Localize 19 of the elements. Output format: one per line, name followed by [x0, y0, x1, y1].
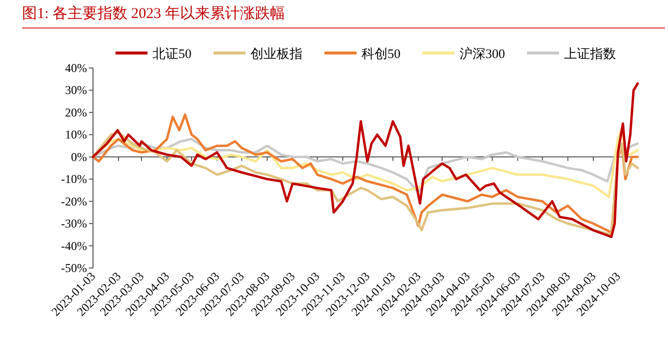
y-tick-label: 20% [65, 105, 87, 120]
legend-label: 创业板指 [250, 46, 302, 61]
y-tick-label: -30% [61, 216, 87, 231]
y-tick-label: -40% [61, 238, 87, 253]
line-series [92, 131, 639, 236]
legend-label: 科创50 [362, 46, 400, 61]
y-tick-label: -10% [61, 172, 87, 186]
legend-label: 沪深300 [460, 46, 505, 61]
y-tick-label: -20% [61, 194, 87, 208]
y-tick-label: -50% [61, 261, 87, 275]
legend-label: 上证指数 [564, 46, 616, 61]
y-tick-label: 10% [65, 128, 87, 142]
chart-title: 图1: 各主要指数 2023 年以来累计涨跌幅 [22, 5, 285, 22]
legend-label: 北证50 [152, 46, 192, 61]
y-tick-label: 40% [65, 61, 87, 75]
line-series [92, 82, 639, 238]
line-series [92, 113, 639, 234]
y-tick-label: 30% [65, 83, 87, 98]
y-tick-label: 0% [71, 150, 87, 164]
